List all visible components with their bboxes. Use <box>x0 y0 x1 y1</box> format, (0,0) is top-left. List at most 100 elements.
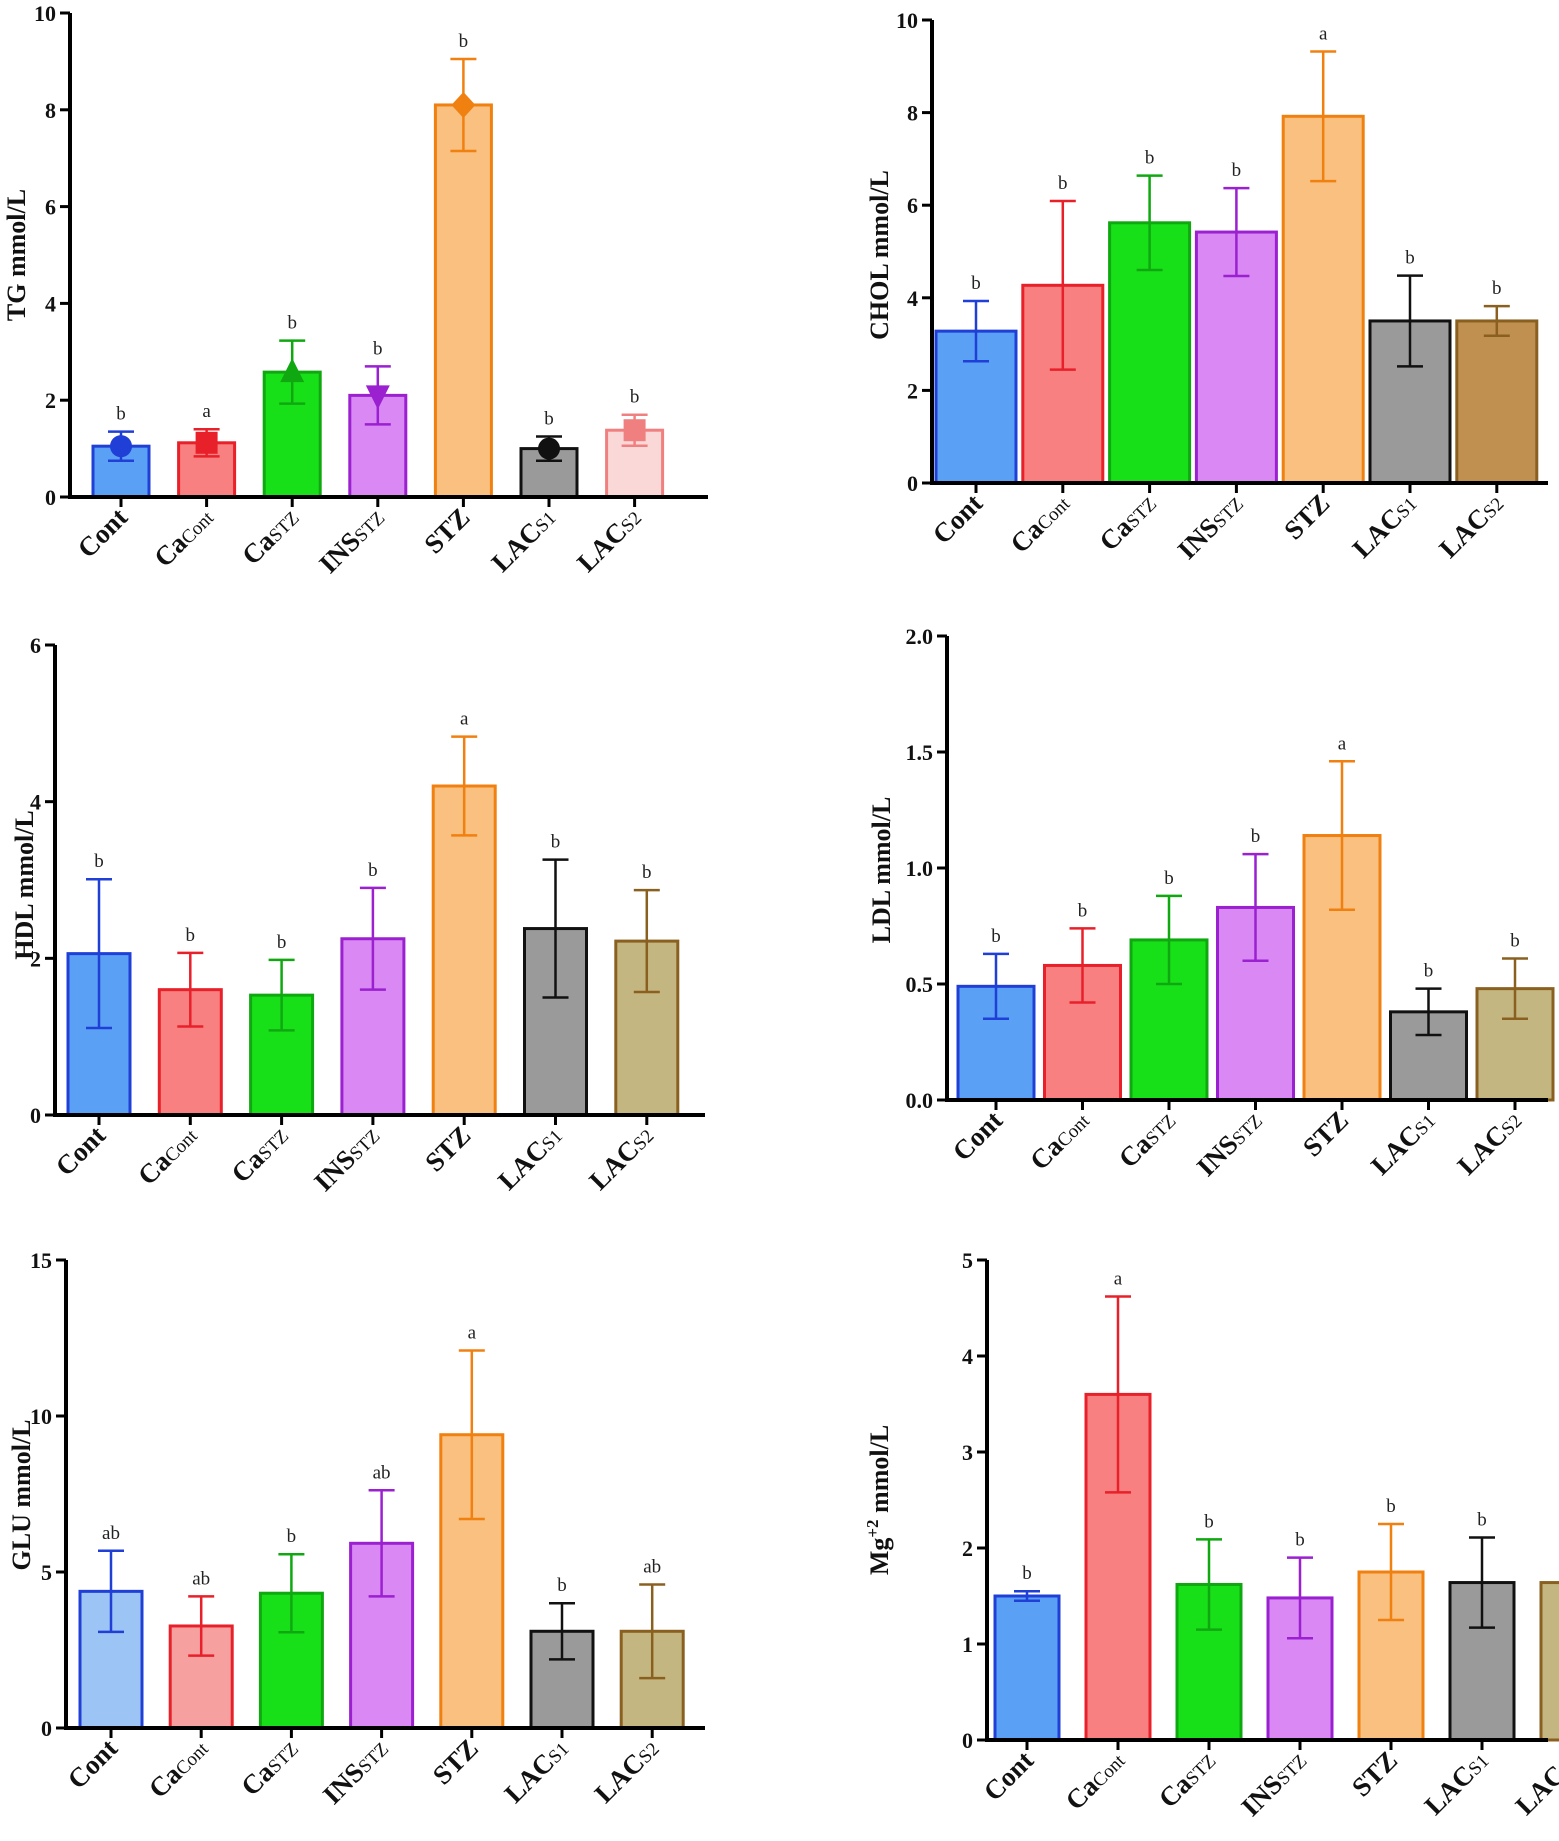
error-bar <box>1196 1538 1222 1631</box>
x-tick-label: LACS1 <box>499 1733 575 1809</box>
x-tick-label: STZ <box>418 502 475 559</box>
error-bar <box>639 1583 666 1680</box>
x-tick-label: Cont <box>927 488 989 550</box>
y-tick-label: 0 <box>962 1728 973 1753</box>
x-tick-label: CaCont <box>143 1733 214 1804</box>
y-tick-label: 8 <box>907 101 918 126</box>
x-tick-label: CaCont <box>1004 488 1075 559</box>
y-tick-label: 2 <box>962 1536 973 1561</box>
error-bar <box>188 1595 215 1657</box>
significance-letter: b <box>94 851 104 872</box>
data-point-marker <box>280 358 305 383</box>
data-point-marker <box>110 435 132 458</box>
error-bar <box>1069 927 1096 1004</box>
significance-letter: a <box>468 1322 477 1343</box>
bar-cacont <box>1043 963 1122 1102</box>
y-axis-title: CHOL mmol/L <box>865 170 894 340</box>
error-bar <box>359 886 386 991</box>
error-bar <box>1415 987 1442 1037</box>
significance-letter: b <box>277 932 287 953</box>
chart-panel-6: babbbbb012345ContCaContCaSTZINSSTZSTZLAC… <box>863 1248 1559 1822</box>
significance-letter: a <box>1114 1268 1123 1289</box>
error-bar <box>549 1601 575 1661</box>
x-tick-label: Cont <box>978 1745 1040 1807</box>
y-tick-label: 1.5 <box>906 740 934 765</box>
y-tick-label: 6 <box>907 193 918 218</box>
error-bar <box>1502 957 1528 1021</box>
significance-letter: b <box>186 925 196 946</box>
error-bar <box>1329 760 1355 912</box>
data-point-marker <box>538 437 560 460</box>
y-axis-title: Mg+2 mmol/L <box>863 1425 894 1575</box>
error-bar <box>1223 186 1250 278</box>
significance-letter: b <box>1510 930 1520 951</box>
x-tick-label: LACS1 <box>1347 488 1423 564</box>
x-tick-label: LACS2 <box>1510 1745 1559 1821</box>
x-tick-label: INSSTZ <box>308 1120 385 1197</box>
x-tick-label: STZ <box>1297 1105 1354 1162</box>
significance-letter: b <box>551 832 561 853</box>
significance-letter: a <box>1319 23 1328 44</box>
y-tick-label: 15 <box>30 1248 52 1273</box>
x-tick-label: Cont <box>62 1733 124 1795</box>
significance-letter: b <box>373 338 383 359</box>
significance-letter: b <box>1022 1563 1032 1584</box>
error-bar <box>177 951 204 1028</box>
x-tick-label: INSSTZ <box>1172 488 1249 565</box>
x-tick-label: CaSTZ <box>1113 1105 1181 1173</box>
y-tick-label: 2 <box>45 388 56 413</box>
y-axis-title: TG mmol/L <box>2 189 31 321</box>
significance-letter: ab <box>192 1568 210 1589</box>
y-tick-label: 1 <box>962 1632 973 1657</box>
error-bar <box>268 958 295 1032</box>
y-tick-label: 10 <box>30 1404 52 1429</box>
significance-letter: b <box>1251 826 1261 847</box>
y-tick-label: 1.0 <box>906 856 934 881</box>
significance-letter: b <box>1232 160 1242 181</box>
error-bar <box>1469 1536 1495 1629</box>
y-tick-label: 2.0 <box>906 624 934 649</box>
x-tick-label: Cont <box>947 1105 1009 1167</box>
error-bar <box>1310 50 1337 183</box>
y-axis-title: GLU mmol/L <box>7 1420 36 1571</box>
significance-letter: b <box>544 409 554 430</box>
error-bar <box>1242 852 1269 963</box>
y-tick-label: 5 <box>962 1248 973 1273</box>
significance-letter: b <box>1492 278 1502 299</box>
data-point-marker <box>195 431 218 454</box>
y-axis-title: HDL mmol/L <box>10 810 39 960</box>
error-bar <box>983 952 1009 1021</box>
chart-panel-4: b b b b a b b 0.0 0.5 1.0 1.5 2.0 Cont CaCont CaSTZ INS… <box>867 624 1555 1182</box>
x-tick-label: Cont <box>50 1120 112 1182</box>
x-tick-label: CaSTZ <box>1153 1745 1221 1813</box>
y-tick-label: 4 <box>45 291 56 316</box>
data-point-marker <box>365 385 390 410</box>
data-point-marker <box>451 91 476 118</box>
bar-lacs2 <box>1455 319 1539 485</box>
significance-letter: b <box>991 926 1001 947</box>
significance-letter: b <box>287 313 297 334</box>
error-bar <box>633 888 660 994</box>
error-bar <box>86 877 112 1030</box>
y-tick-label: 0 <box>45 485 56 510</box>
x-tick-label: LACS1 <box>1419 1745 1495 1821</box>
x-tick-label: LACS2 <box>571 502 647 578</box>
significance-letter: b <box>1164 868 1174 889</box>
error-bar <box>1287 1556 1313 1640</box>
significance-letter: b <box>368 860 378 881</box>
significance-letter: b <box>1204 1511 1214 1532</box>
significance-letter: b <box>642 862 652 883</box>
significance-letter: b <box>1145 148 1155 169</box>
error-bar <box>1049 199 1076 371</box>
x-tick-label: INSSTZ <box>1235 1745 1312 1822</box>
x-tick-label: CaCont <box>1060 1745 1131 1816</box>
x-tick-label: LACS2 <box>583 1120 659 1196</box>
significance-letter: ab <box>643 1556 661 1577</box>
error-bar <box>963 299 989 363</box>
y-tick-label: 2 <box>30 946 41 971</box>
error-bar <box>1156 894 1182 986</box>
significance-letter: b <box>116 404 126 425</box>
error-bar <box>1136 174 1163 272</box>
